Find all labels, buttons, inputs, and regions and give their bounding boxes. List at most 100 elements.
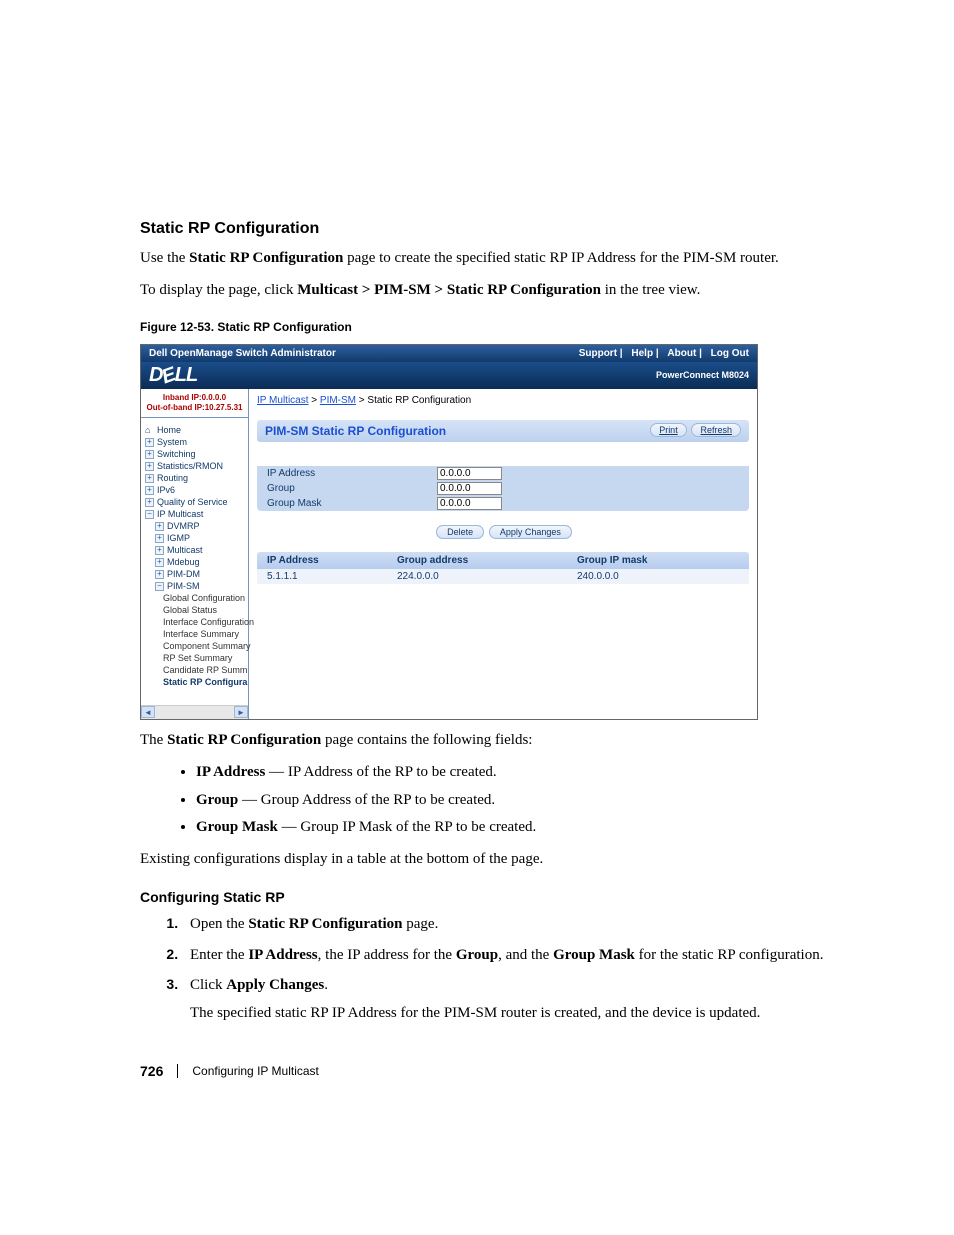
text: in the tree view. — [601, 282, 700, 298]
tree-candidate-rp[interactable]: Candidate RP Summ — [145, 664, 246, 676]
tree-iface-config[interactable]: Interface Configuration — [145, 616, 246, 628]
expand-icon[interactable]: + — [155, 522, 164, 531]
section-heading: Static RP Configuration — [140, 220, 874, 238]
table-header: IP Address Group address Group IP mask — [257, 552, 749, 569]
scroll-right-icon[interactable]: ► — [234, 706, 248, 718]
breadcrumb-link[interactable]: IP Multicast — [257, 395, 309, 406]
tree-system[interactable]: +System — [145, 436, 246, 448]
home-icon: ⌂ — [145, 425, 154, 435]
text-bold: Static RP Configuration — [167, 732, 321, 748]
model-label: PowerConnect M8024 — [656, 370, 749, 380]
text: for the static RP configuration. — [635, 947, 824, 963]
scroll-left-icon[interactable]: ◄ — [141, 706, 155, 718]
ip-info: Inband IP:0.0.0.0 Out-of-band IP:10.27.5… — [141, 389, 248, 419]
field-name: IP Address — [196, 764, 265, 780]
inband-ip: Inband IP:0.0.0.0 — [143, 393, 246, 403]
support-link[interactable]: Support — [579, 348, 617, 359]
tree-igmp[interactable]: +IGMP — [145, 532, 246, 544]
about-link[interactable]: About — [667, 348, 696, 359]
col-group-address: Group address — [397, 555, 577, 566]
tree-label: Global Status — [163, 605, 217, 615]
refresh-button[interactable]: Refresh — [691, 423, 741, 437]
collapse-icon[interactable]: − — [155, 582, 164, 591]
tree-multicast[interactable]: +Multicast — [145, 544, 246, 556]
field-desc: — Group IP Mask of the RP to be created. — [278, 819, 536, 835]
step-3: Click Apply Changes. The specified stati… — [182, 974, 874, 1025]
group-label: Group — [267, 483, 437, 494]
tree-global-status[interactable]: Global Status — [145, 604, 246, 616]
tree-switching[interactable]: +Switching — [145, 448, 246, 460]
tree-label: IGMP — [167, 533, 190, 543]
dell-logo: DELL — [149, 364, 197, 387]
button-row: Delete Apply Changes — [257, 511, 749, 552]
tree-label: Candidate RP Summ — [163, 665, 247, 675]
tree-pimdm[interactable]: +PIM-DM — [145, 568, 246, 580]
tree-label: Multicast — [167, 545, 203, 555]
tree-dvmrp[interactable]: +DVMRP — [145, 520, 246, 532]
field-list: IP Address — IP Address of the RP to be … — [196, 761, 874, 839]
tree-component-summary[interactable]: Component Summary — [145, 640, 246, 652]
window-title: Dell OpenManage Switch Administrator — [149, 348, 336, 359]
help-link[interactable]: Help — [631, 348, 653, 359]
expand-icon[interactable]: + — [155, 558, 164, 567]
tree-ipv6[interactable]: +IPv6 — [145, 484, 246, 496]
step-2: Enter the IP Address, the IP address for… — [182, 944, 874, 967]
list-item: IP Address — IP Address of the RP to be … — [196, 761, 874, 784]
delete-button[interactable]: Delete — [436, 525, 484, 539]
tree-iface-summary[interactable]: Interface Summary — [145, 628, 246, 640]
tree-label: Component Summary — [163, 641, 251, 651]
text-bold: Multicast > PIM-SM > Static RP Configura… — [297, 282, 601, 298]
expand-icon[interactable]: + — [145, 450, 154, 459]
expand-icon[interactable]: + — [155, 546, 164, 555]
intro-paragraph: Use the Static RP Configuration page to … — [140, 248, 874, 270]
col-ip-address: IP Address — [267, 555, 397, 566]
expand-icon[interactable]: + — [145, 474, 154, 483]
tree-stats[interactable]: +Statistics/RMON — [145, 460, 246, 472]
text-bold: Group — [456, 947, 498, 963]
collapse-icon[interactable]: − — [145, 510, 154, 519]
content-panel: IP Multicast > PIM-SM > Static RP Config… — [249, 389, 757, 719]
panel-header: PIM-SM Static RP Configuration Print Ref… — [257, 420, 749, 442]
tree-qos[interactable]: +Quality of Service — [145, 496, 246, 508]
ip-address-input[interactable] — [437, 467, 502, 480]
print-button[interactable]: Print — [650, 423, 687, 437]
tree-rpset-summary[interactable]: RP Set Summary — [145, 652, 246, 664]
expand-icon[interactable]: + — [145, 498, 154, 507]
expand-icon[interactable]: + — [145, 462, 154, 471]
expand-icon[interactable]: + — [145, 438, 154, 447]
tree-routing[interactable]: +Routing — [145, 472, 246, 484]
apply-changes-button[interactable]: Apply Changes — [489, 525, 572, 539]
tree-label: Global Configuration — [163, 593, 245, 603]
form-area: IP Address Group Group Mask — [257, 466, 749, 511]
titlebar-links: Support | Help | About | Log Out — [573, 348, 749, 359]
ip-address-label: IP Address — [267, 468, 437, 479]
col-group-ip-mask: Group IP mask — [577, 555, 739, 566]
logout-link[interactable]: Log Out — [711, 348, 749, 359]
form-row-group: Group — [257, 481, 749, 496]
page-number: 726 — [140, 1063, 163, 1079]
tree-label: PIM-DM — [167, 569, 200, 579]
list-item: Group Mask — Group IP Mask of the RP to … — [196, 816, 874, 839]
existing-note: Existing configurations display in a tab… — [140, 849, 874, 871]
panel-title: PIM-SM Static RP Configuration — [265, 424, 446, 438]
text: , and the — [498, 947, 553, 963]
tree-static-rp-config[interactable]: Static RP Configura — [145, 676, 246, 688]
text: page to create the specified static RP I… — [343, 250, 778, 266]
tree-mdebug[interactable]: +Mdebug — [145, 556, 246, 568]
expand-icon[interactable]: + — [145, 486, 154, 495]
tree-label: Home — [157, 425, 181, 435]
contains-fields-paragraph: The Static RP Configuration page contain… — [140, 730, 874, 752]
breadcrumb-link[interactable]: PIM-SM — [320, 395, 356, 406]
text-bold: Apply Changes — [226, 977, 324, 993]
tree-global-config[interactable]: Global Configuration — [145, 592, 246, 604]
tree-home[interactable]: ⌂Home — [145, 424, 246, 436]
group-mask-input[interactable] — [437, 497, 502, 510]
tree-ipmulticast[interactable]: −IP Multicast — [145, 508, 246, 520]
field-name: Group — [196, 792, 238, 808]
expand-icon[interactable]: + — [155, 534, 164, 543]
group-input[interactable] — [437, 482, 502, 495]
field-desc: — Group Address of the RP to be created. — [238, 792, 495, 808]
expand-icon[interactable]: + — [155, 570, 164, 579]
tree-pimsm[interactable]: −PIM-SM — [145, 580, 246, 592]
horizontal-scrollbar[interactable]: ◄ ► — [141, 705, 248, 719]
